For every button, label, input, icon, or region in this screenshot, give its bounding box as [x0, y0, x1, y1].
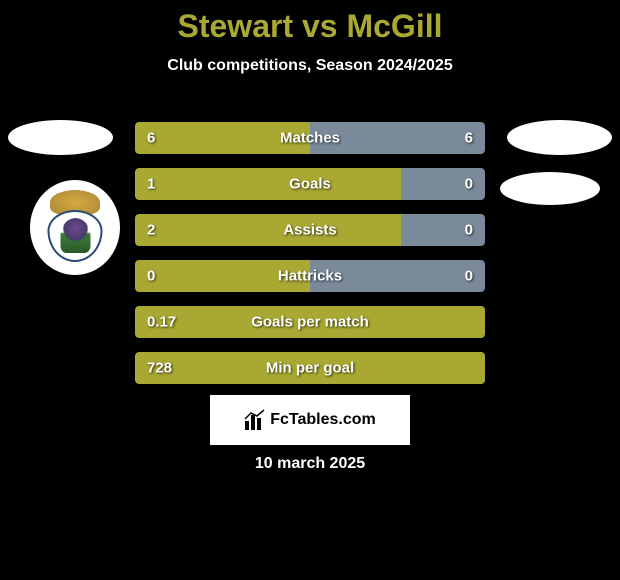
stat-row: 728 Min per goal [135, 352, 485, 384]
main-container: Stewart vs McGill Club competitions, Sea… [0, 0, 620, 580]
stat-value-left: 0 [147, 268, 155, 285]
stat-value-left: 0.17 [147, 314, 176, 331]
date-label: 10 march 2025 [255, 455, 365, 473]
stat-value-right: 0 [465, 268, 473, 285]
stat-label: Assists [283, 222, 336, 239]
page-title: Stewart vs McGill [0, 0, 620, 45]
stat-row: 0.17 Goals per match [135, 306, 485, 338]
stat-row: 2 0 Assists [135, 214, 485, 246]
right-team-badge-top [507, 120, 612, 155]
chart-bars-icon [244, 409, 266, 431]
stat-value-right: 6 [465, 130, 473, 147]
left-team-crest [30, 180, 120, 275]
right-team-badge-bottom [500, 172, 600, 205]
left-team-badge-top [8, 120, 113, 155]
crest-shield-icon [48, 210, 103, 262]
crest-graphic [38, 188, 113, 268]
stat-row: 1 0 Goals [135, 168, 485, 200]
footer-brand-text: FcTables.com [270, 411, 376, 429]
stat-row: 0 0 Hattricks [135, 260, 485, 292]
stat-value-left: 728 [147, 360, 172, 377]
stat-label: Goals [289, 176, 331, 193]
stat-value-right: 0 [465, 222, 473, 239]
stat-value-right: 0 [465, 176, 473, 193]
stat-label: Hattricks [278, 268, 342, 285]
subtitle: Club competitions, Season 2024/2025 [0, 57, 620, 75]
footer-logo: FcTables.com [244, 409, 376, 431]
stat-label: Matches [280, 130, 340, 147]
stat-bar-left [135, 214, 401, 246]
stat-bar-left [135, 168, 401, 200]
stat-value-left: 2 [147, 222, 155, 239]
stat-row: 6 6 Matches [135, 122, 485, 154]
crest-thistle-icon [60, 218, 90, 253]
stat-label: Min per goal [266, 360, 354, 377]
stat-value-left: 6 [147, 130, 155, 147]
stat-value-left: 1 [147, 176, 155, 193]
stats-container: 6 6 Matches 1 0 Goals 2 0 Assists 0 0 Hattricks 0.17… [135, 122, 485, 398]
stat-label: Goals per match [251, 314, 369, 331]
footer-brand-box: FcTables.com [210, 395, 410, 445]
